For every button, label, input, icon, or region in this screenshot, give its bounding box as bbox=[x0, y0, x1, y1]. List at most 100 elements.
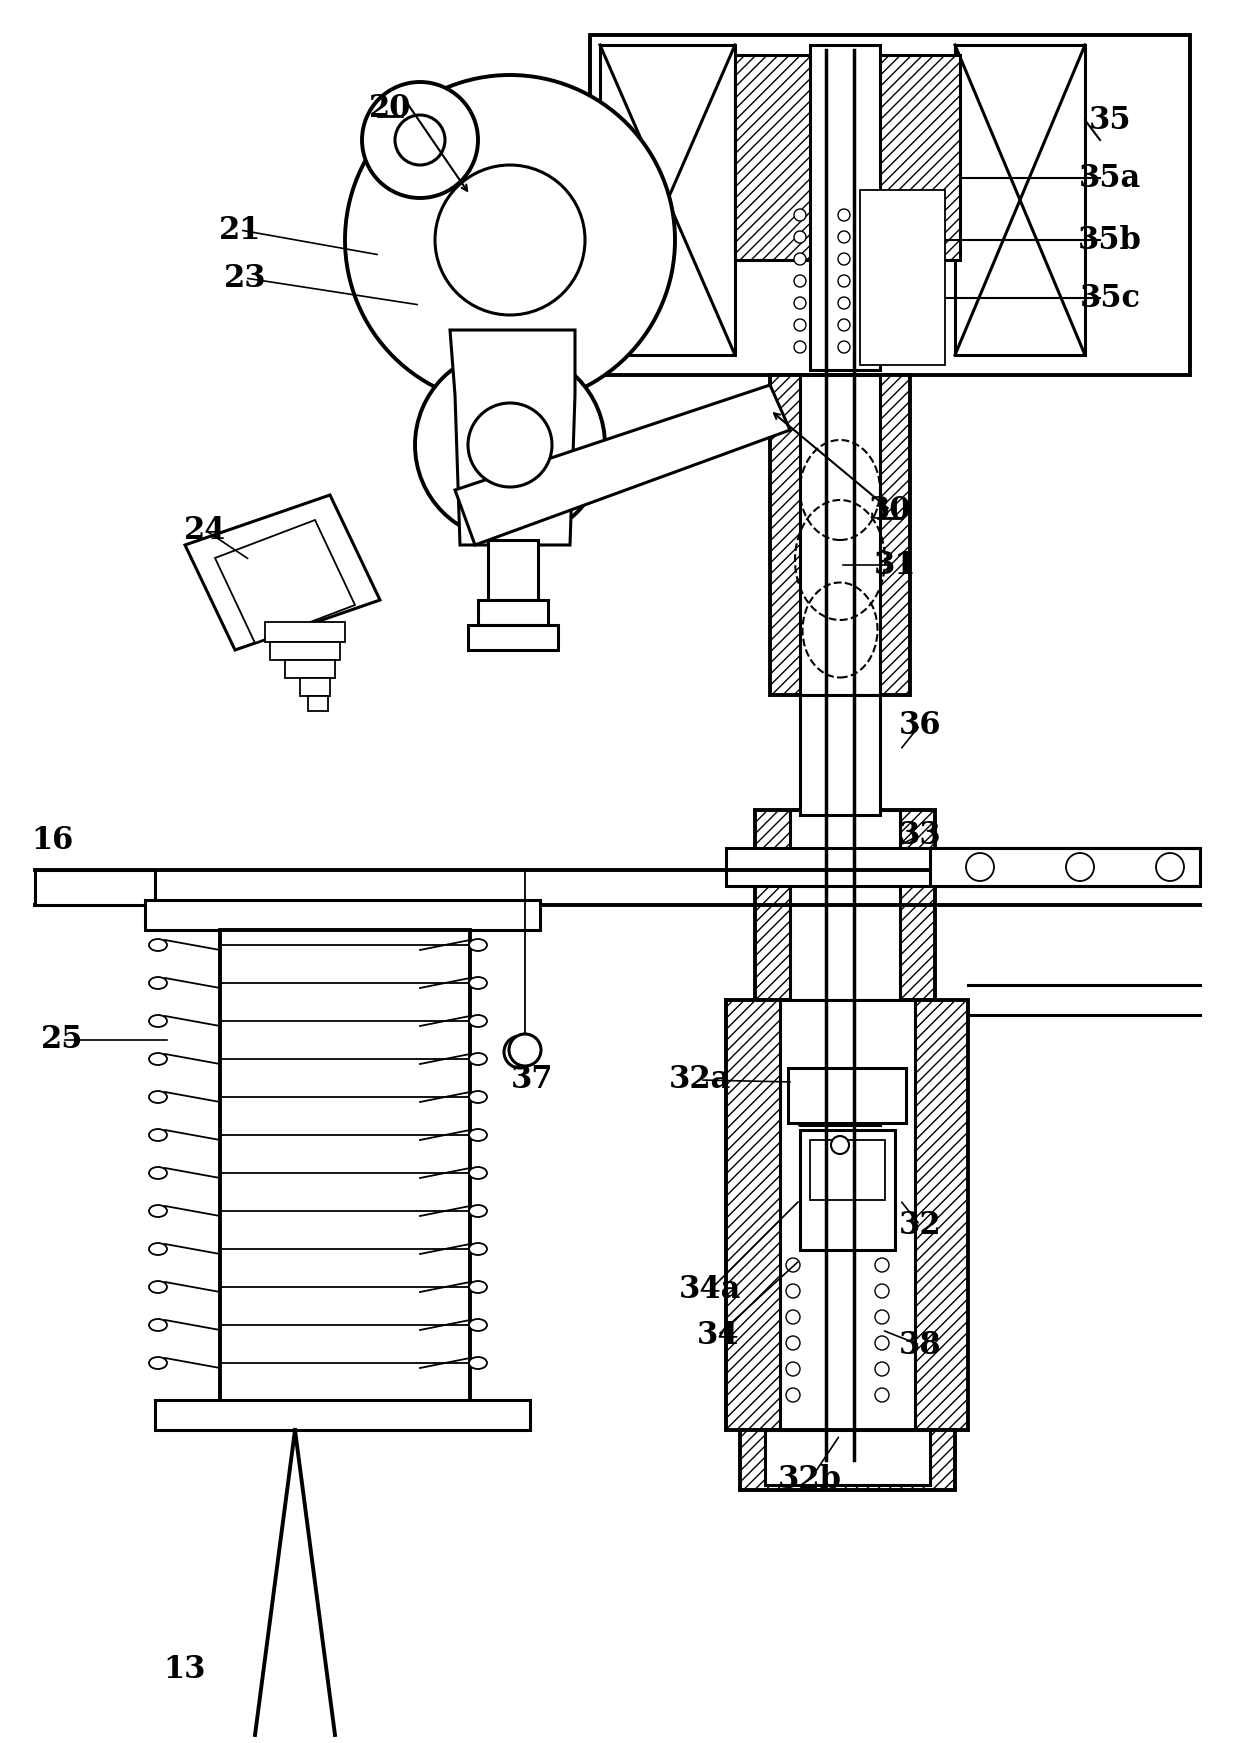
Text: 35c: 35c bbox=[1080, 282, 1141, 314]
Circle shape bbox=[966, 852, 994, 880]
Ellipse shape bbox=[469, 1129, 487, 1142]
Circle shape bbox=[794, 209, 806, 221]
Bar bbox=[770, 375, 910, 695]
Ellipse shape bbox=[149, 1319, 167, 1332]
Circle shape bbox=[838, 296, 849, 309]
Ellipse shape bbox=[149, 1281, 167, 1293]
Bar bbox=[308, 695, 329, 711]
Bar bbox=[270, 641, 340, 661]
Bar bbox=[265, 622, 345, 641]
Ellipse shape bbox=[149, 1358, 167, 1368]
Circle shape bbox=[838, 342, 849, 354]
Bar bbox=[800, 375, 880, 695]
Text: 32: 32 bbox=[899, 1210, 941, 1241]
Ellipse shape bbox=[469, 1358, 487, 1368]
Circle shape bbox=[786, 1361, 800, 1375]
Bar bbox=[810, 1140, 885, 1199]
Ellipse shape bbox=[149, 1091, 167, 1103]
Circle shape bbox=[786, 1335, 800, 1351]
Circle shape bbox=[838, 253, 849, 265]
Text: 35a: 35a bbox=[1079, 162, 1141, 193]
Text: 34: 34 bbox=[697, 1319, 739, 1351]
Text: 35b: 35b bbox=[1078, 225, 1142, 256]
Circle shape bbox=[786, 1285, 800, 1299]
Text: 35: 35 bbox=[1089, 105, 1131, 136]
Text: 38: 38 bbox=[899, 1330, 941, 1361]
Circle shape bbox=[875, 1311, 889, 1325]
Text: 23: 23 bbox=[223, 263, 267, 293]
Circle shape bbox=[786, 1258, 800, 1272]
Circle shape bbox=[875, 1387, 889, 1401]
Bar bbox=[285, 661, 335, 678]
Bar bbox=[787, 1068, 906, 1122]
Text: 34a: 34a bbox=[678, 1274, 742, 1306]
Circle shape bbox=[786, 1311, 800, 1325]
Text: 30: 30 bbox=[869, 495, 911, 525]
Circle shape bbox=[435, 166, 585, 315]
Bar bbox=[755, 810, 935, 1000]
Bar bbox=[489, 540, 538, 600]
Bar bbox=[810, 45, 880, 370]
Text: 20: 20 bbox=[368, 92, 412, 124]
Bar bbox=[477, 600, 548, 626]
Text: 24: 24 bbox=[184, 514, 226, 546]
Ellipse shape bbox=[149, 1053, 167, 1065]
Bar bbox=[861, 190, 945, 364]
Circle shape bbox=[794, 319, 806, 331]
Circle shape bbox=[362, 82, 477, 199]
Text: 36: 36 bbox=[899, 709, 941, 741]
Circle shape bbox=[415, 350, 605, 540]
Text: 25: 25 bbox=[41, 1025, 83, 1056]
Circle shape bbox=[794, 342, 806, 354]
Polygon shape bbox=[455, 385, 790, 546]
Circle shape bbox=[875, 1258, 889, 1272]
Bar bbox=[725, 1000, 968, 1429]
Bar bbox=[590, 35, 1190, 375]
Circle shape bbox=[345, 75, 675, 404]
Circle shape bbox=[1156, 852, 1184, 880]
Polygon shape bbox=[450, 329, 575, 546]
Circle shape bbox=[467, 403, 552, 486]
Circle shape bbox=[875, 1361, 889, 1375]
Bar bbox=[600, 45, 735, 356]
Circle shape bbox=[508, 1034, 541, 1067]
Bar bbox=[955, 45, 1085, 356]
Ellipse shape bbox=[469, 1168, 487, 1178]
Ellipse shape bbox=[149, 1129, 167, 1142]
Circle shape bbox=[794, 253, 806, 265]
Bar bbox=[740, 1429, 955, 1490]
Text: 16: 16 bbox=[31, 824, 73, 856]
Text: 32b: 32b bbox=[777, 1464, 842, 1495]
Circle shape bbox=[838, 319, 849, 331]
Polygon shape bbox=[185, 495, 379, 650]
Ellipse shape bbox=[469, 1053, 487, 1065]
Text: 31: 31 bbox=[874, 549, 916, 580]
Ellipse shape bbox=[469, 1204, 487, 1217]
Circle shape bbox=[786, 1387, 800, 1401]
Circle shape bbox=[794, 275, 806, 288]
Bar bbox=[300, 678, 330, 695]
Bar bbox=[35, 870, 155, 905]
Ellipse shape bbox=[469, 1091, 487, 1103]
Ellipse shape bbox=[149, 1014, 167, 1027]
Ellipse shape bbox=[469, 1319, 487, 1332]
Ellipse shape bbox=[469, 939, 487, 952]
Bar bbox=[800, 695, 818, 816]
Bar bbox=[800, 695, 880, 816]
Text: 37: 37 bbox=[511, 1065, 553, 1096]
Bar bbox=[735, 56, 960, 260]
Ellipse shape bbox=[469, 978, 487, 988]
Ellipse shape bbox=[149, 1168, 167, 1178]
Bar bbox=[155, 1400, 529, 1429]
Ellipse shape bbox=[469, 1281, 487, 1293]
Text: 33: 33 bbox=[899, 819, 941, 851]
Ellipse shape bbox=[469, 1014, 487, 1027]
Bar bbox=[862, 695, 880, 816]
Ellipse shape bbox=[149, 1243, 167, 1255]
Circle shape bbox=[838, 232, 849, 242]
Circle shape bbox=[875, 1335, 889, 1351]
Text: 32a: 32a bbox=[668, 1065, 732, 1096]
Bar bbox=[930, 849, 1200, 885]
Circle shape bbox=[794, 232, 806, 242]
Circle shape bbox=[838, 275, 849, 288]
